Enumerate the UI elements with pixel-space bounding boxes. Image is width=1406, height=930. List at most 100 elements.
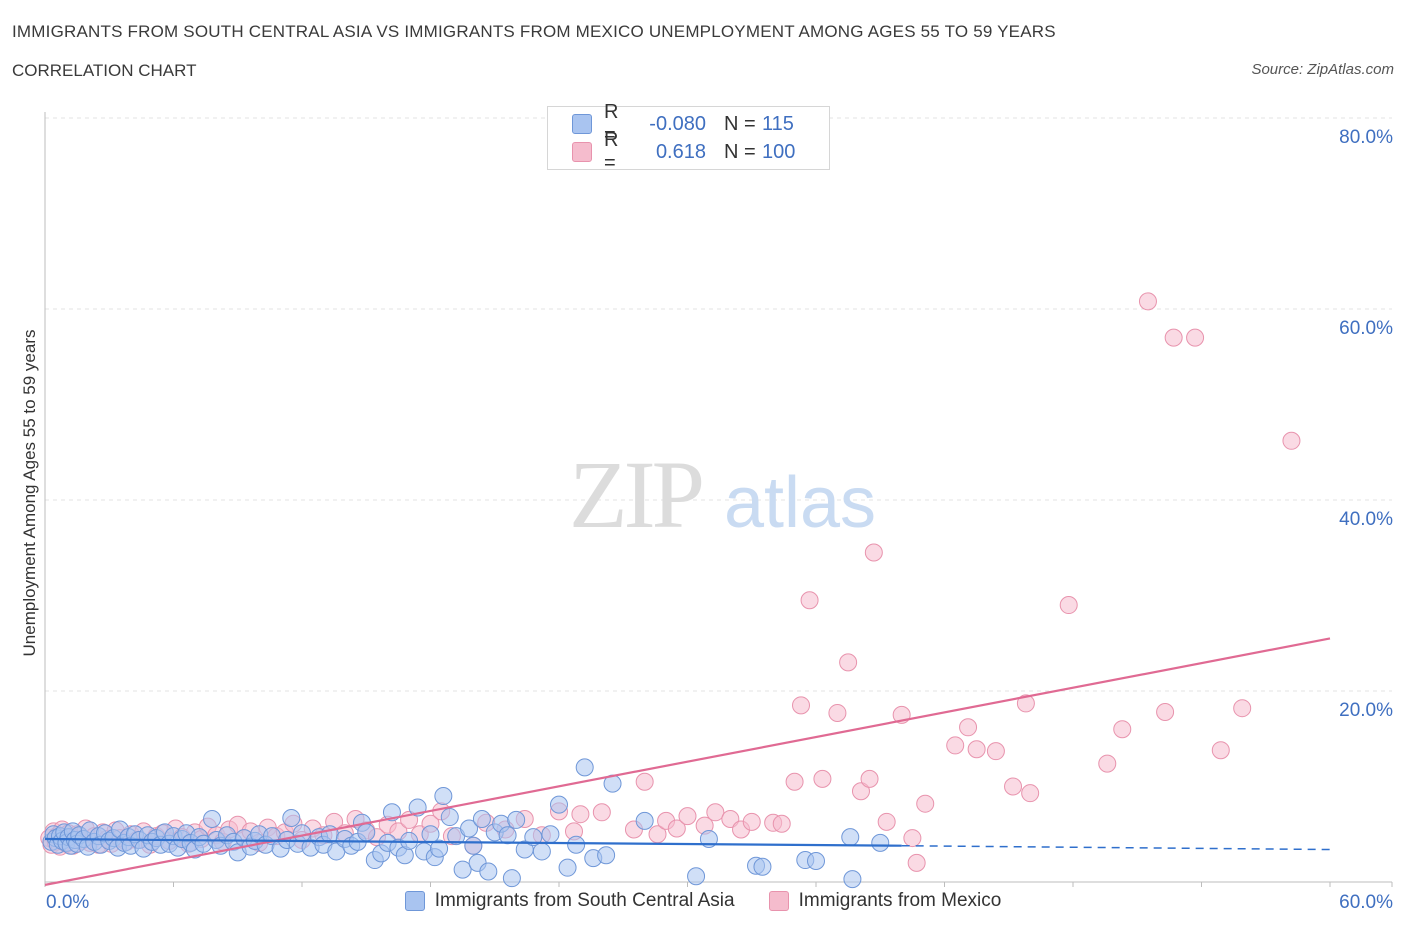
south-central-asia-point <box>541 825 560 844</box>
legend-label: Immigrants from South Central Asia <box>434 890 735 911</box>
mexico-trend-line <box>44 637 1331 886</box>
mexico-point <box>967 740 986 759</box>
mexico-point <box>839 653 858 672</box>
south-central-asia-point <box>871 833 890 852</box>
south-central-asia-point <box>567 835 586 854</box>
pink-legend-swatch <box>768 891 789 911</box>
r-label: R = <box>604 129 619 174</box>
mexico-point <box>864 543 883 562</box>
mexico-point <box>877 812 896 831</box>
series-legend: Immigrants from South Central Asia Immig… <box>0 890 1406 912</box>
south-central-asia-point <box>464 836 483 855</box>
mexico-point <box>860 769 879 788</box>
south-central-asia-point <box>479 862 498 881</box>
south-central-asia-point <box>524 828 543 847</box>
r-label: R = <box>604 101 619 146</box>
mexico-point <box>1211 741 1230 760</box>
legend-label: Immigrants from Mexico <box>798 890 1002 911</box>
y-tick-label: 20.0% <box>1339 700 1393 721</box>
mexico-point <box>1113 720 1132 739</box>
chart-subtitle: CORRELATION CHART <box>12 61 197 80</box>
south-central-asia-point <box>502 869 521 888</box>
mexico-point <box>1186 328 1205 347</box>
mexico-point <box>851 782 870 801</box>
mexico-point <box>1098 754 1117 773</box>
south-central-asia-point <box>532 842 551 861</box>
mexico-point <box>1233 699 1252 718</box>
south-central-asia-point <box>687 867 706 886</box>
legend-item-mexico: Immigrants from Mexico <box>768 890 1002 912</box>
y-tick-label: 40.0% <box>1339 509 1393 530</box>
mexico-point <box>678 807 697 826</box>
south-central-asia-point <box>753 857 772 876</box>
blue-swatch <box>572 114 592 134</box>
mexico-point <box>1282 431 1301 450</box>
south-central-asia-point <box>575 758 594 777</box>
mexico-point <box>1156 703 1175 722</box>
south-central-asia-point <box>472 809 491 828</box>
south-central-asia-trend-extension <box>901 844 1331 851</box>
tick-labels: 20.0% 40.0% 60.0% 80.0% 0.0% 60.0% <box>46 127 1393 913</box>
x-tick-label: 0.0% <box>46 892 89 913</box>
pink-swatch <box>572 142 592 162</box>
south-central-asia-point <box>453 860 472 879</box>
watermark-atlas: atlas <box>724 463 876 543</box>
legend-item-south-central-asia: Immigrants from South Central Asia <box>404 890 735 912</box>
series-mexico-points <box>40 292 1301 872</box>
source-label: Source: ZipAtlas.com <box>1251 61 1394 78</box>
south-central-asia-point <box>807 851 825 870</box>
mexico-point <box>1164 328 1183 347</box>
watermark: ZIP atlas <box>569 441 876 548</box>
south-central-asia-point <box>550 795 568 814</box>
mexico-point <box>800 591 819 610</box>
blue-legend-swatch <box>404 891 425 911</box>
stats-legend: R = -0.080 N = 115 R = 0.618 N = 100 <box>547 101 830 174</box>
mexico-point <box>986 742 1005 761</box>
n-label: N = <box>724 140 756 163</box>
south-central-asia-trend-line <box>44 837 902 847</box>
mexico-point <box>1004 777 1023 796</box>
x-tick-label: 60.0% <box>1339 892 1393 913</box>
y-tick-label: 80.0% <box>1339 127 1393 148</box>
chart-title: IMMIGRANTS FROM SOUTH CENTRAL ASIA VS IM… <box>12 22 1056 41</box>
watermark-zip: ZIP <box>569 441 702 548</box>
mexico-point <box>592 803 611 822</box>
mexico-point <box>772 814 791 833</box>
south-central-asia-point <box>430 839 449 858</box>
mexico-point <box>706 803 725 822</box>
south-central-asia-point <box>203 809 222 828</box>
mexico-point <box>903 829 922 848</box>
r-value: 0.618 <box>655 140 706 163</box>
stats-legend-row-blue: R = -0.080 N = 115 <box>572 101 794 146</box>
trend-lines <box>44 637 1331 886</box>
mexico-point <box>1138 292 1157 311</box>
south-central-asia-point <box>282 809 301 828</box>
y-tick-label: 60.0% <box>1339 318 1393 339</box>
mexico-point <box>907 853 926 872</box>
south-central-asia-point <box>841 828 860 847</box>
mexico-point <box>792 696 811 715</box>
mexico-point <box>785 772 804 791</box>
south-central-asia-point <box>498 826 517 845</box>
n-value: 115 <box>762 112 794 135</box>
grid-lines <box>45 117 1392 692</box>
n-value: 100 <box>762 140 796 163</box>
south-central-asia-point <box>460 819 479 838</box>
south-central-asia-point <box>843 870 862 889</box>
south-central-asia-point <box>507 810 526 829</box>
r-value: -0.080 <box>649 112 706 135</box>
mexico-point <box>742 812 761 831</box>
south-central-asia-point <box>635 811 654 830</box>
south-central-asia-point <box>357 823 376 842</box>
mexico-point <box>916 794 935 813</box>
mexico-point <box>667 819 686 838</box>
mexico-point <box>959 718 978 737</box>
south-central-asia-point <box>440 808 459 827</box>
south-central-asia-point <box>434 787 453 806</box>
mexico-point <box>946 736 965 755</box>
stats-legend-row-pink: R = 0.618 N = 100 <box>572 129 796 174</box>
mexico-point <box>828 703 847 722</box>
mexico-point <box>635 772 654 791</box>
mexico-point <box>1016 694 1035 713</box>
